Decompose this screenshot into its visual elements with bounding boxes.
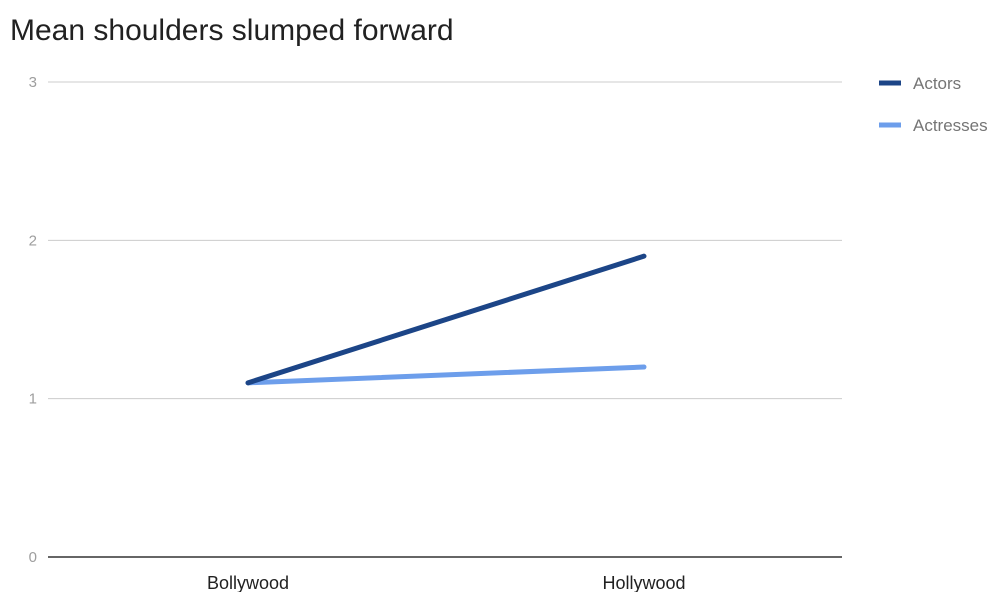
gridlines	[48, 81, 842, 558]
y-tick-label: 2	[29, 232, 37, 249]
x-tick-label: Hollywood	[602, 573, 685, 592]
chart-title: Mean shoulders slumped forward	[10, 14, 454, 47]
legend-label: Actresses	[913, 116, 988, 135]
x-tick-label: Bollywood	[207, 573, 289, 592]
x-axis-ticks: Bollywood Hollywood	[207, 573, 686, 592]
y-tick-label: 1	[29, 391, 37, 408]
y-axis-ticks: 0 1 2 3	[29, 74, 37, 566]
y-tick-label: 0	[29, 549, 37, 566]
legend: Actors Actresses	[879, 74, 988, 135]
series-line-actresses	[245, 364, 647, 386]
y-tick-label: 3	[29, 74, 37, 91]
plot-area	[245, 253, 647, 386]
legend-label: Actors	[913, 74, 961, 93]
series-line-actors	[245, 253, 647, 386]
